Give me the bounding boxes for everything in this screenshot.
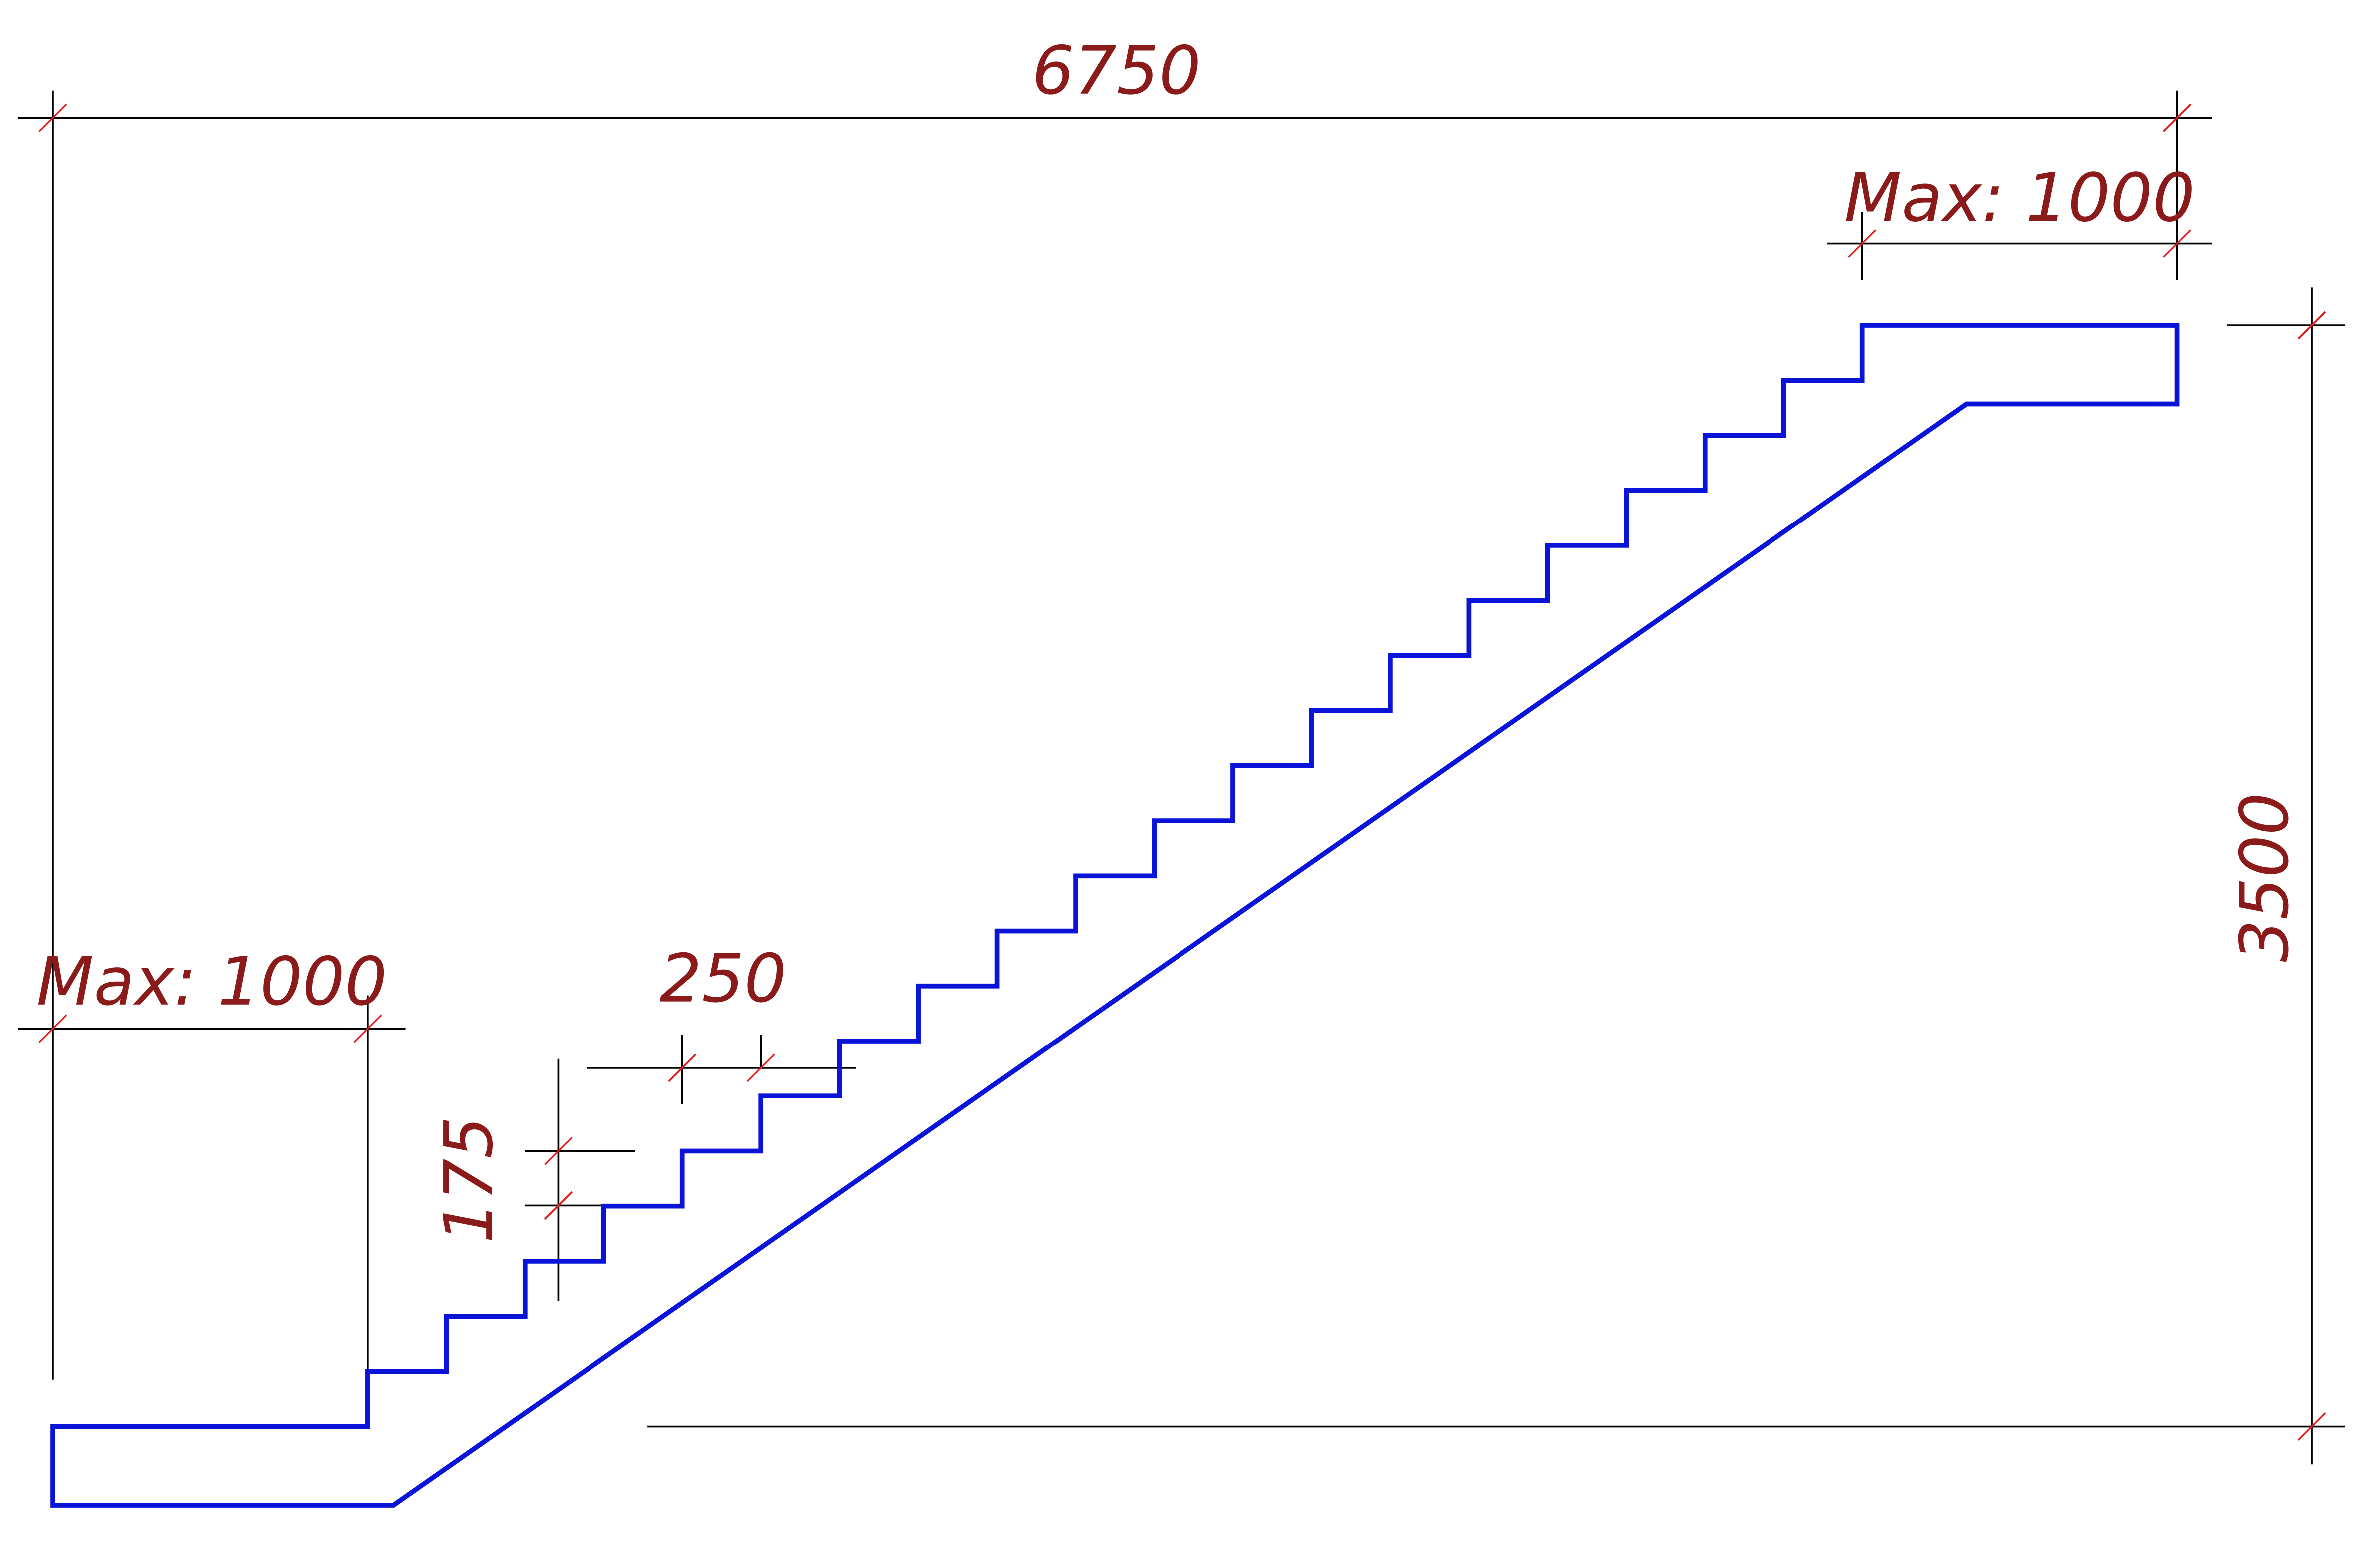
stair-outline xyxy=(50,323,2180,1508)
tick xyxy=(38,103,67,132)
overall-height-label: 3500 xyxy=(2226,793,2304,962)
dimension-ticks xyxy=(38,103,2326,1441)
bottom-landing-label: Max: 1000 xyxy=(36,943,387,1021)
tick xyxy=(746,1053,775,1082)
riser-label: 175 xyxy=(430,1116,508,1243)
tick xyxy=(544,1191,573,1220)
tick xyxy=(2297,311,2326,340)
tick xyxy=(668,1053,697,1082)
tick xyxy=(2297,1412,2326,1441)
tick xyxy=(2163,229,2192,258)
tick xyxy=(544,1136,573,1165)
dimension-lines xyxy=(18,90,2345,1465)
top-landing-label: Max: 1000 xyxy=(1844,159,2195,237)
tick xyxy=(353,1014,382,1043)
overall-length-label: 6750 xyxy=(1032,32,1201,110)
tick xyxy=(1848,229,1877,258)
tick xyxy=(38,1014,67,1043)
tick xyxy=(2163,103,2192,132)
tread-label: 250 xyxy=(659,940,786,1018)
